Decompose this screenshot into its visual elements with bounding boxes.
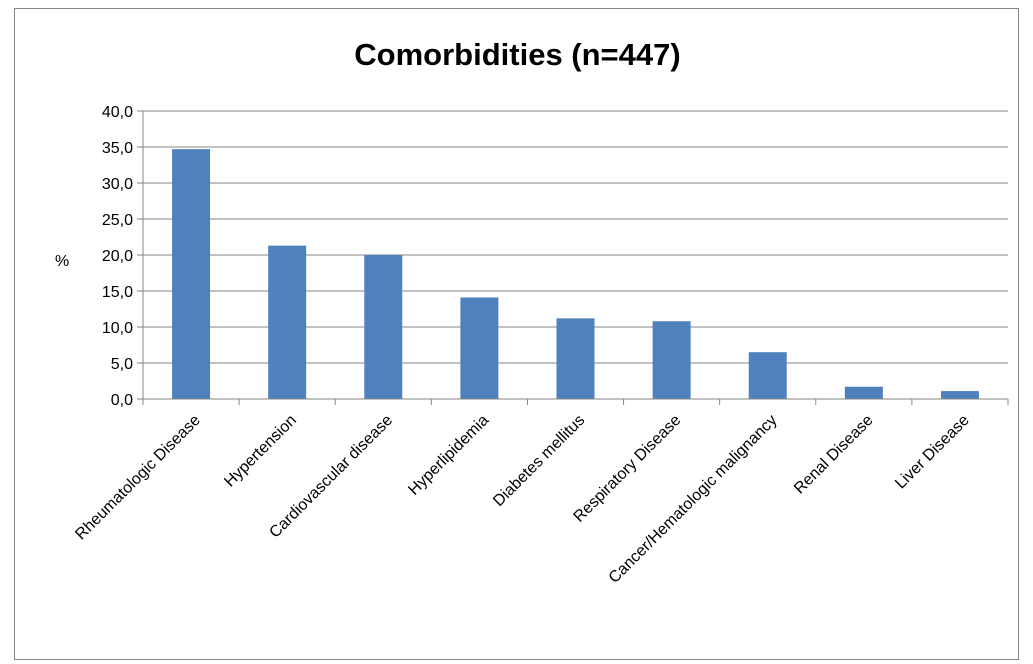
bar <box>748 352 787 399</box>
x-tick-label: Rheumatologic Disease <box>72 412 204 544</box>
x-tick-label: Liver Disease <box>892 412 973 493</box>
x-tick-label: Respiratory Disease <box>571 412 685 526</box>
bar-chart: 0,0 5,0 10,0 15,0 20,0 25,0 30,0 35,0 40,0 Rheuma… <box>72 104 1009 587</box>
x-tick-label: Cancer/Hematologic malignancy <box>606 412 781 587</box>
y-axis-label: % <box>55 253 70 270</box>
x-tick-label: Hyperlipidemia <box>405 412 492 499</box>
bar <box>844 386 883 399</box>
bar <box>172 149 211 399</box>
y-tick-label: 0,0 <box>111 392 133 409</box>
x-tick-label: Diabetes mellitus <box>490 412 588 510</box>
x-tick-label: Renal Disease <box>791 412 877 498</box>
y-tick-label: 25,0 <box>102 212 133 229</box>
y-tick-label: 30,0 <box>102 176 133 193</box>
x-tick-label: Hypertension <box>221 412 300 491</box>
axes <box>137 111 1009 405</box>
y-tick-label: 20,0 <box>102 248 133 265</box>
y-tick-label: 10,0 <box>102 320 133 337</box>
bar <box>940 391 979 399</box>
bar <box>268 245 307 399</box>
bar <box>556 318 595 399</box>
bar <box>364 255 403 399</box>
y-tick-label: 5,0 <box>111 356 133 373</box>
y-tick-label: 40,0 <box>102 104 133 121</box>
bar <box>460 297 499 399</box>
bars <box>172 149 979 399</box>
chart-title: Comorbidities (n=447) <box>354 37 681 72</box>
y-tick-label: 15,0 <box>102 284 133 301</box>
y-tick-label: 35,0 <box>102 140 133 157</box>
bar <box>652 321 691 399</box>
chart-frame: Comorbidities (n=447) % 0,0 5,0 10,0 15,0 20… <box>14 8 1019 660</box>
